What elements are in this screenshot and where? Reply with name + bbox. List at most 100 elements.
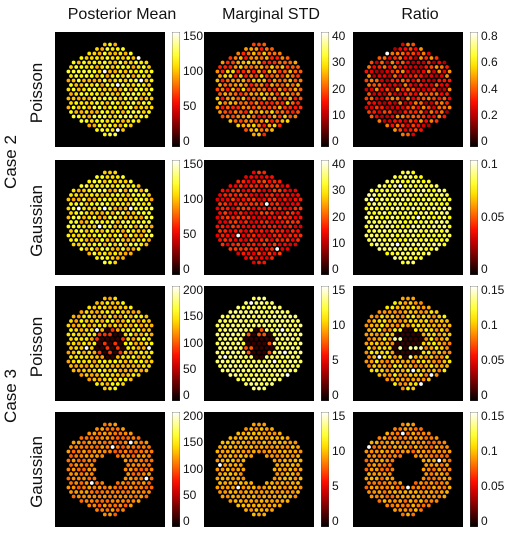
pixel-dot	[246, 51, 251, 56]
pixel-dot	[113, 386, 118, 391]
pixel-dot	[100, 247, 105, 251]
pixel-dot	[225, 224, 230, 229]
pixel-dot	[228, 211, 233, 215]
pixel-dot	[110, 436, 115, 440]
pixel-dot	[149, 233, 154, 238]
pixel-dot	[377, 337, 382, 341]
pixel-dot	[426, 440, 431, 445]
pixel-dot	[131, 364, 136, 368]
pixel-dot	[89, 436, 94, 440]
pixel-dot	[131, 436, 136, 440]
colorbar-case3-gaussian-std	[321, 412, 329, 527]
pixel-dot	[264, 256, 269, 260]
pixel-dot	[108, 440, 112, 445]
pixel-dot	[147, 211, 151, 215]
pixel-dot	[128, 105, 133, 110]
pixel-dot	[139, 188, 144, 193]
pixel-dot	[71, 485, 76, 490]
pixel-dot	[439, 193, 444, 197]
pixel-dot	[223, 211, 228, 215]
pixel-dot	[115, 337, 120, 341]
pixel-dot	[71, 60, 76, 65]
pixel-dot	[272, 332, 277, 337]
pixel-dot	[387, 373, 392, 377]
pixel-dot	[110, 346, 115, 350]
pixel-dot	[233, 454, 238, 458]
pixel-dot	[280, 119, 285, 123]
pixel-dot	[223, 490, 228, 494]
pixel-dot	[89, 481, 94, 485]
pixel-dot	[434, 364, 439, 368]
pixel-dot	[84, 337, 89, 341]
pixel-dot	[445, 481, 449, 485]
pixel-dot	[118, 233, 123, 238]
pixel-dot	[416, 449, 421, 454]
pixel-dot	[296, 92, 300, 96]
pixel-dot	[121, 481, 125, 485]
pixel-dot	[264, 202, 269, 206]
pixel-dot	[110, 499, 115, 503]
pixel-dot	[419, 445, 423, 449]
pixel-dot	[285, 247, 290, 251]
pixel-dot	[400, 179, 405, 184]
pixel-dot	[126, 110, 131, 114]
pixel-dot	[270, 355, 274, 359]
pixel-dot	[89, 65, 94, 69]
pixel-dot	[92, 179, 97, 184]
pixel-dot	[115, 229, 120, 233]
pixel-dot	[254, 346, 259, 350]
pixel-dot	[254, 337, 259, 341]
pixel-dot	[413, 119, 418, 123]
pixel-dot	[424, 346, 429, 350]
pixel-dot	[293, 87, 298, 92]
pixel-dot	[97, 233, 102, 238]
pixel-dot	[296, 220, 300, 224]
pixel-dot	[272, 368, 277, 373]
pixel-dot	[390, 485, 395, 490]
pixel-dot	[84, 328, 89, 332]
pixel-dot	[400, 123, 405, 128]
pixel-dot	[82, 206, 86, 211]
pixel-dot	[118, 188, 123, 193]
pixel-dot	[259, 328, 264, 332]
pixel-dot	[372, 65, 377, 69]
pixel-dot	[121, 101, 125, 105]
pixel-dot	[257, 105, 261, 110]
pixel-dot	[285, 337, 290, 341]
pixel-dot	[280, 202, 285, 206]
pixel-dot	[74, 202, 79, 206]
pixel-dot	[293, 233, 298, 238]
pixel-dot	[108, 296, 112, 301]
pixel-dot	[400, 188, 405, 193]
pixel-dot	[121, 373, 125, 377]
pixel-dot	[413, 220, 418, 224]
pixel-dot	[267, 123, 272, 128]
pixel-dot	[76, 485, 81, 490]
pixel-dot	[244, 110, 248, 114]
pixel-dot	[223, 193, 228, 197]
pixel-dot	[144, 197, 149, 202]
pixel-dot	[380, 69, 384, 74]
pixel-dot	[429, 92, 434, 96]
pixel-dot	[406, 260, 410, 265]
pixel-dot	[136, 202, 141, 206]
pixel-dot	[290, 346, 295, 350]
colorbar-tick-label: 0	[481, 388, 488, 402]
pixel-dot	[259, 301, 264, 305]
pixel-dot	[136, 310, 141, 314]
pixel-dot	[406, 503, 410, 508]
pixel-dot	[228, 454, 233, 458]
pixel-dot	[290, 110, 295, 114]
pixel-dot	[102, 512, 107, 517]
pixel-dot	[280, 490, 285, 494]
pixel-dot	[445, 355, 449, 359]
pixel-dot	[131, 56, 136, 60]
pixel-dot	[231, 476, 235, 481]
pixel-dot	[426, 179, 431, 184]
pixel-dot	[298, 458, 303, 463]
pixel-dot	[105, 238, 110, 242]
pixel-dot	[108, 359, 112, 364]
pixel-dot	[113, 440, 118, 445]
pixel-dot	[432, 323, 436, 328]
pixel-dot	[121, 229, 125, 233]
